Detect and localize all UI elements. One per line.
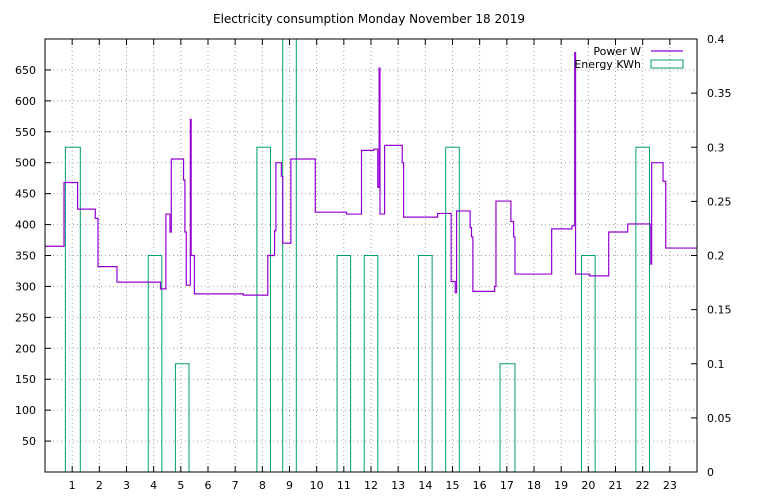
y-tick-label: 250 <box>15 311 36 324</box>
x-tick-label: 10 <box>310 479 324 492</box>
y-tick-label: 150 <box>15 373 36 386</box>
x-tick-label: 21 <box>609 479 623 492</box>
x-tick-label: 9 <box>286 479 293 492</box>
energy-bar <box>256 146 271 473</box>
x-tick-label: 18 <box>527 479 541 492</box>
y2-tick-label: 0.2 <box>707 250 725 263</box>
legend-swatch-energy <box>650 59 684 69</box>
x-tick-label: 8 <box>259 479 266 492</box>
x-tick-label: 22 <box>636 479 650 492</box>
x-tick-label: 15 <box>446 479 460 492</box>
y-tick-label: 400 <box>15 219 36 232</box>
y2-tick-label: 0 <box>707 466 714 479</box>
energy-bar <box>147 255 163 473</box>
legend-label-energy: Energy KWh <box>574 58 641 71</box>
x-tick-label: 16 <box>473 479 487 492</box>
y2-tick-label: 0.15 <box>707 304 732 317</box>
chart-legend: Power W Energy KWh <box>574 45 684 71</box>
x-tick-label: 11 <box>337 479 351 492</box>
y2-tick-label: 0.1 <box>707 358 725 371</box>
y2-tick-label: 0.25 <box>707 195 732 208</box>
x-tick-label: 4 <box>150 479 157 492</box>
x-tick-label: 1 <box>69 479 76 492</box>
x-tick-label: 3 <box>123 479 130 492</box>
x-tick-label: 7 <box>232 479 239 492</box>
y-tick-label: 350 <box>15 250 36 263</box>
y2-tick-label: 0.05 <box>707 412 732 425</box>
x-tick-label: 17 <box>500 479 514 492</box>
x-tick-label: 20 <box>581 479 595 492</box>
y-tick-label: 50 <box>22 435 36 448</box>
y-tick-label: 100 <box>15 404 36 417</box>
x-tick-label: 5 <box>177 479 184 492</box>
y2-tick-label: 0.4 <box>707 33 725 46</box>
x-tick-label: 6 <box>205 479 212 492</box>
x-tick-label: 23 <box>663 479 677 492</box>
y-tick-label: 600 <box>15 95 36 108</box>
power-line-layer <box>45 52 697 296</box>
y2-tick-label: 0.3 <box>707 141 725 154</box>
x-tick-label: 19 <box>554 479 568 492</box>
x-tick-label: 12 <box>364 479 378 492</box>
y-tick-label: 450 <box>15 188 36 201</box>
y-tick-label: 300 <box>15 280 36 293</box>
y-tick-label: 500 <box>15 157 36 170</box>
y2-tick-label: 0.35 <box>707 87 732 100</box>
y-tick-label: 650 <box>15 64 36 77</box>
chart-title: Electricity consumption Monday November … <box>213 12 525 26</box>
y-tick-label: 550 <box>15 126 36 139</box>
x-tick-label: 14 <box>418 479 432 492</box>
legend-label-power: Power W <box>593 45 641 58</box>
power-series-line <box>45 52 697 296</box>
x-tick-label: 2 <box>96 479 103 492</box>
energy-bar <box>499 363 516 473</box>
y-tick-label: 200 <box>15 342 36 355</box>
axis-ticks: 1 2 3 4 5 6 7 8 9 10 11 12 13 14 15 16 17 18 19 20 21 22 23501… <box>15 33 732 492</box>
energy-bar <box>174 363 190 473</box>
x-tick-label: 13 <box>391 479 405 492</box>
